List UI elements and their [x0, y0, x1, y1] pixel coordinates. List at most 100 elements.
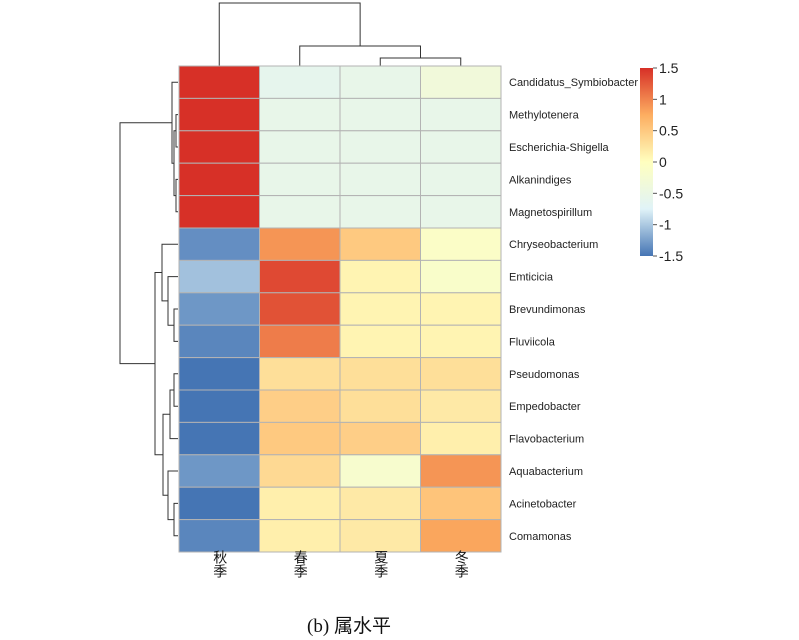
- heatmap-cell: [339, 519, 421, 553]
- column-label: 夏季: [372, 550, 388, 578]
- legend-tick-label: 0.5: [659, 123, 679, 139]
- heatmap-cell: [420, 227, 502, 261]
- heatmap-cell: [339, 97, 421, 132]
- dendrogram-branch: [175, 178, 178, 213]
- heatmap-cell: [339, 162, 421, 197]
- heatmap-cell: [339, 292, 421, 326]
- color-legend: 1.5 1 0.5 0 -0.5 -1 -1.5: [640, 60, 683, 264]
- heatmap-cell: [420, 97, 502, 132]
- heatmap-cell: [420, 65, 502, 99]
- heatmap-cell: [339, 421, 421, 456]
- legend-tick-label: -1.5: [659, 248, 683, 264]
- heatmap-cell: [178, 389, 260, 423]
- row-label: Emticicia: [509, 272, 554, 284]
- color-legend-bar: [640, 68, 653, 256]
- dendrogram-branch: [167, 470, 178, 521]
- heatmap-cell: [339, 454, 421, 488]
- row-label: Brevundimonas: [509, 304, 586, 316]
- legend-tick-label: 1.5: [659, 60, 679, 76]
- dendrogram-branch: [167, 276, 178, 326]
- column-labels: 秋季 春季 夏季 冬季: [211, 550, 469, 578]
- heatmap-cell: [420, 130, 502, 164]
- heatmap-cell: [339, 130, 421, 164]
- row-label: Chryseobacterium: [509, 239, 598, 251]
- heatmap-cell: [420, 259, 502, 294]
- legend-tick-label: 0: [659, 154, 667, 170]
- legend-tick-label: 1: [659, 91, 667, 107]
- row-label: Aquabacterium: [509, 466, 583, 478]
- heatmap-cell: [339, 357, 421, 391]
- heatmap-cell: [178, 324, 260, 359]
- heatmap-cell: [178, 227, 260, 261]
- legend-tick-label: -1: [659, 217, 672, 233]
- dendrogram-branch: [119, 122, 172, 365]
- heatmap-cell: [259, 292, 341, 326]
- heatmap-cell: [420, 195, 502, 229]
- heatmap-cell: [420, 357, 502, 391]
- heatmap-cell: [259, 97, 341, 132]
- figure-caption: (b) 属水平: [307, 615, 391, 637]
- row-label: Escherichia-Shigella: [509, 142, 610, 154]
- dendrogram-branch: [175, 114, 178, 148]
- heatmap-cell: [178, 357, 260, 391]
- legend-tick-label: -0.5: [659, 185, 683, 201]
- heatmap-cell: [178, 421, 260, 456]
- row-labels: Candidatus_Symbiobacter Methylotenera Esch…: [509, 77, 638, 543]
- heatmap-cell: [259, 389, 341, 423]
- dendrogram-branch: [162, 413, 170, 496]
- dendrogram-branch: [218, 2, 361, 68]
- heatmap-cell: [339, 195, 421, 229]
- heatmap-cell: [178, 519, 260, 553]
- column-dendrogram: [218, 2, 462, 68]
- heatmap-cell: [178, 162, 260, 197]
- heatmap-cell: [420, 486, 502, 521]
- heatmap-cell: [339, 324, 421, 359]
- column-label: 冬季: [453, 550, 469, 578]
- row-dendrogram: [119, 81, 178, 537]
- row-label: Comamonas: [509, 531, 572, 543]
- heatmap-cell: [259, 454, 341, 488]
- heatmap-cell: [259, 519, 341, 553]
- heatmap-cell: [259, 357, 341, 391]
- heatmap-cells: [178, 65, 502, 553]
- heatmap-cell: [259, 227, 341, 261]
- heatmap-cell: [178, 65, 260, 99]
- heatmap-cell: [339, 227, 421, 261]
- column-label: 秋季: [211, 550, 227, 578]
- heatmap-cell: [339, 65, 421, 99]
- heatmap-cell: [259, 324, 341, 359]
- heatmap-cell: [420, 519, 502, 553]
- dendrogram-branch: [161, 243, 178, 302]
- row-label: Candidatus_Symbiobacter: [509, 77, 638, 89]
- dendrogram-branch: [299, 45, 421, 68]
- heatmap-cell: [420, 162, 502, 197]
- row-label: Alkanindiges: [509, 174, 572, 186]
- color-legend-ticks: 1.5 1 0.5 0 -0.5 -1 -1.5: [653, 60, 683, 264]
- heatmap-cell: [259, 195, 341, 229]
- heatmap-cell: [259, 259, 341, 294]
- row-label: Flavobacterium: [509, 434, 584, 446]
- row-label: Empedobacter: [509, 401, 581, 413]
- heatmap-cell: [420, 454, 502, 488]
- dendrogram-branch: [173, 373, 178, 407]
- heatmap-cell: [178, 130, 260, 164]
- heatmap-cell: [178, 454, 260, 488]
- row-label: Methylotenera: [509, 110, 580, 122]
- heatmap-cell: [178, 486, 260, 521]
- heatmap-cell: [259, 486, 341, 521]
- column-label: 春季: [292, 550, 308, 578]
- heatmap-cell: [178, 259, 260, 294]
- heatmap-cell: [259, 162, 341, 197]
- heatmap-cell: [178, 292, 260, 326]
- dendrogram-branch: [171, 81, 178, 164]
- row-label: Acinetobacter: [509, 498, 577, 510]
- heatmap-cell: [420, 421, 502, 456]
- heatmap-cell: [339, 259, 421, 294]
- heatmap-cell: [420, 389, 502, 423]
- heatmap-cell: [420, 292, 502, 326]
- heatmap-cell: [178, 97, 260, 132]
- heatmap-cell: [178, 195, 260, 229]
- heatmap-cell: [259, 65, 341, 99]
- heatmap-cell: [339, 389, 421, 423]
